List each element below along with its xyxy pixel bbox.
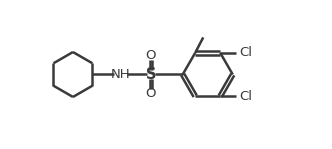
Text: Cl: Cl bbox=[239, 90, 252, 103]
Text: NH: NH bbox=[110, 68, 130, 81]
Text: O: O bbox=[146, 87, 156, 100]
Text: O: O bbox=[146, 49, 156, 62]
Text: S: S bbox=[146, 67, 156, 82]
Text: Cl: Cl bbox=[239, 46, 252, 59]
